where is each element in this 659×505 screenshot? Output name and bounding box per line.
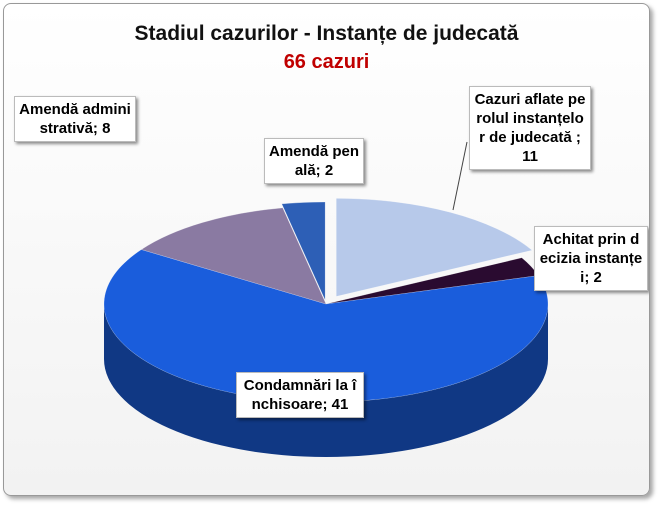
data-label: Amendă administrativă; 8 (14, 96, 136, 142)
slice-name: Amendă penală; (269, 143, 360, 179)
data-label: Amendă penală; 2 (264, 138, 364, 184)
slice-side (104, 304, 548, 457)
slice-value: 11 (522, 148, 538, 165)
slice (281, 201, 326, 301)
data-label: Cazuri aflate pe rolul instanțelor de ju… (469, 86, 591, 170)
slice-name: Condamnări la închisoare; (243, 377, 357, 413)
slice-value: 41 (331, 396, 349, 413)
slice (140, 207, 327, 305)
pie-tops (103, 198, 549, 403)
pie-sides (104, 304, 548, 457)
slice-value: 2 (324, 162, 334, 179)
slice-name: Amendă administrativă; (19, 101, 131, 137)
pie-area (103, 141, 549, 457)
data-label: Condamnări la închisoare; 41 (236, 372, 364, 418)
chart: Stadiul cazurilor - Instanțe de judecată… (3, 3, 650, 496)
data-label: Achitat prin decizia instanței; 2 (534, 226, 648, 291)
slice-name: Cazuri aflate pe rolul instanțelor de ju… (474, 91, 586, 146)
slice-name: Achitat prin decizia instanței; (539, 231, 643, 286)
slice (336, 198, 533, 297)
leader-line (452, 141, 468, 211)
chart-subtitle: 66 cazuri (283, 51, 370, 73)
slice-value: 2 (593, 269, 602, 286)
chart-title: Stadiul cazurilor - Instanțe de judecată (134, 22, 519, 45)
slice-value: 8 (102, 120, 111, 137)
